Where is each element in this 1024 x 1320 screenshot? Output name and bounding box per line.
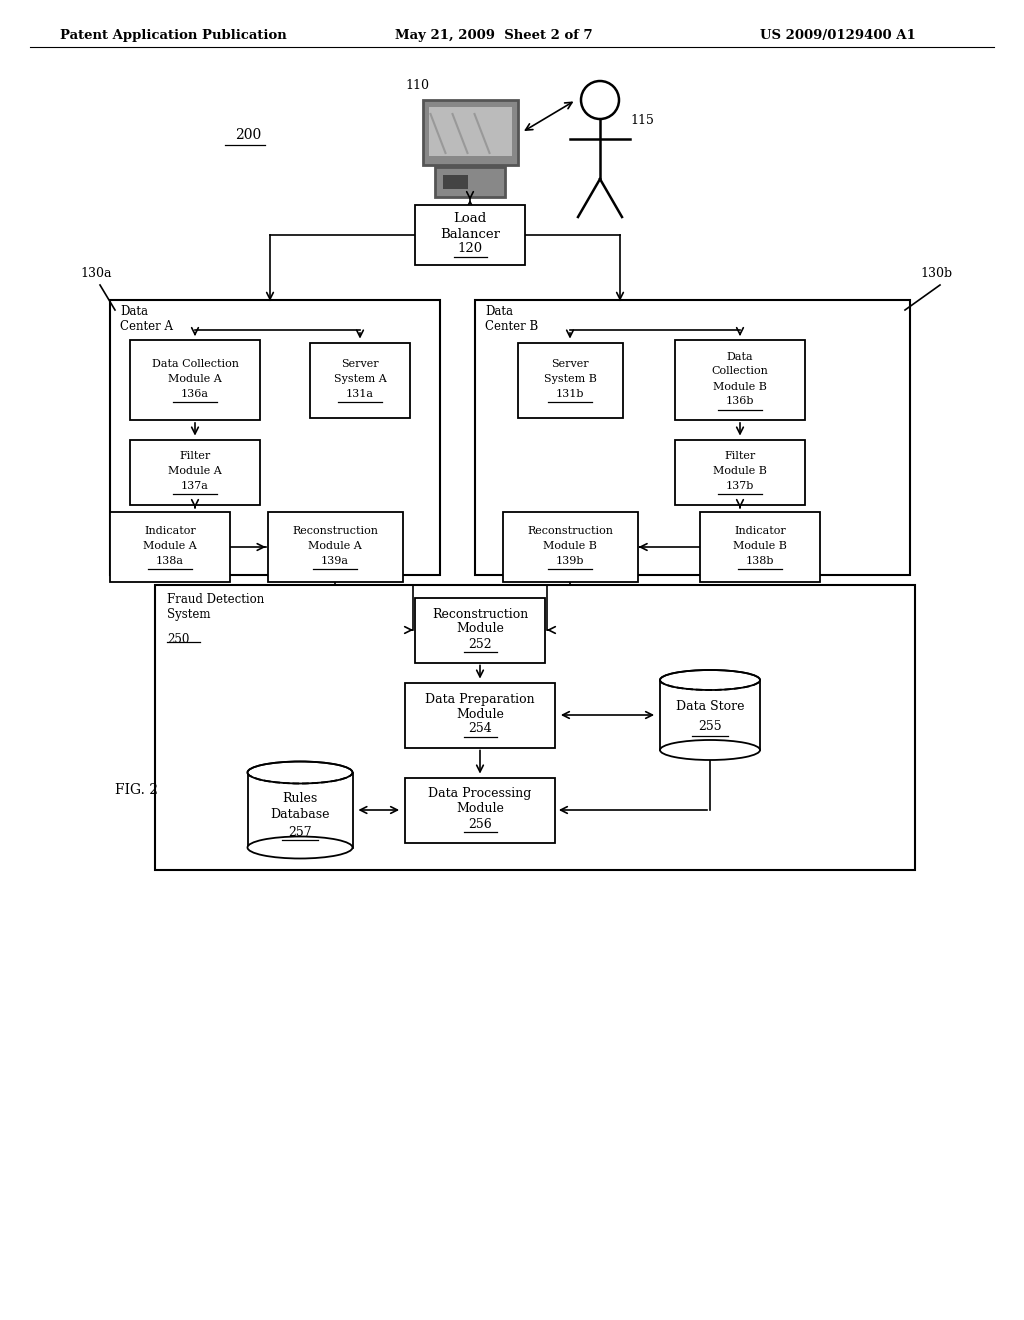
Text: Indicator: Indicator (734, 525, 785, 536)
Text: 138b: 138b (745, 556, 774, 566)
Text: Module A: Module A (168, 466, 222, 477)
Text: Module A: Module A (168, 374, 222, 384)
FancyBboxPatch shape (406, 682, 555, 747)
Text: 136a: 136a (181, 389, 209, 399)
Text: Data Collection: Data Collection (152, 359, 239, 370)
Text: Database: Database (270, 808, 330, 821)
Ellipse shape (660, 671, 760, 690)
Text: Server: Server (341, 359, 379, 370)
Text: 137b: 137b (726, 480, 755, 491)
Text: Fraud Detection
System: Fraud Detection System (167, 593, 264, 620)
Text: 254: 254 (468, 722, 492, 735)
Text: Module B: Module B (713, 466, 767, 477)
Text: 200: 200 (234, 128, 261, 143)
Text: Load: Load (454, 213, 486, 226)
Text: Module: Module (456, 623, 504, 635)
Text: Reconstruction: Reconstruction (432, 607, 528, 620)
FancyBboxPatch shape (675, 341, 805, 420)
Text: Module B: Module B (713, 381, 767, 392)
FancyBboxPatch shape (517, 342, 623, 417)
FancyBboxPatch shape (130, 440, 260, 504)
Text: Module A: Module A (308, 541, 361, 550)
FancyBboxPatch shape (248, 772, 352, 847)
FancyBboxPatch shape (503, 512, 638, 582)
Text: 131b: 131b (556, 389, 585, 399)
FancyBboxPatch shape (443, 176, 468, 189)
FancyBboxPatch shape (406, 777, 555, 842)
Text: 139b: 139b (556, 556, 585, 566)
Text: 255: 255 (698, 721, 722, 734)
FancyBboxPatch shape (660, 680, 760, 750)
Text: Data Processing: Data Processing (428, 788, 531, 800)
Text: 138a: 138a (156, 556, 184, 566)
Text: Module: Module (456, 708, 504, 721)
Text: Data Preparation: Data Preparation (425, 693, 535, 705)
Text: Data Store: Data Store (676, 701, 744, 714)
Text: 120: 120 (458, 243, 482, 256)
Ellipse shape (248, 762, 352, 784)
FancyBboxPatch shape (428, 107, 512, 156)
Text: US 2009/0129400 A1: US 2009/0129400 A1 (760, 29, 915, 41)
Text: Server: Server (551, 359, 589, 370)
Text: 115: 115 (630, 114, 654, 127)
Text: Module: Module (456, 803, 504, 816)
Text: Rules: Rules (283, 792, 317, 804)
Text: 130a: 130a (80, 267, 112, 280)
Text: 130b: 130b (920, 267, 952, 280)
FancyBboxPatch shape (310, 342, 410, 417)
Text: System A: System A (334, 374, 386, 384)
Text: Reconstruction: Reconstruction (527, 525, 613, 536)
Text: Collection: Collection (712, 367, 768, 376)
Text: Balancer: Balancer (440, 227, 500, 240)
Text: 131a: 131a (346, 389, 374, 399)
Text: FIG. 2: FIG. 2 (115, 783, 158, 797)
Text: Data
Center B: Data Center B (485, 305, 539, 333)
Ellipse shape (660, 741, 760, 760)
FancyBboxPatch shape (675, 440, 805, 504)
Text: System B: System B (544, 374, 596, 384)
Text: Filter: Filter (179, 451, 211, 461)
Ellipse shape (248, 762, 352, 784)
Text: 256: 256 (468, 817, 492, 830)
FancyBboxPatch shape (435, 168, 505, 197)
Text: 257: 257 (288, 825, 312, 838)
Text: Filter: Filter (724, 451, 756, 461)
FancyBboxPatch shape (267, 512, 402, 582)
Text: 136b: 136b (726, 396, 755, 407)
FancyBboxPatch shape (110, 512, 230, 582)
Text: 110: 110 (406, 79, 429, 92)
FancyBboxPatch shape (423, 100, 517, 165)
Text: 137a: 137a (181, 480, 209, 491)
Text: 250: 250 (167, 634, 189, 645)
FancyBboxPatch shape (415, 205, 525, 265)
Ellipse shape (248, 837, 352, 858)
Text: Module A: Module A (143, 541, 197, 550)
Text: May 21, 2009  Sheet 2 of 7: May 21, 2009 Sheet 2 of 7 (395, 29, 593, 41)
Text: 252: 252 (468, 638, 492, 651)
Text: Data
Center A: Data Center A (120, 305, 173, 333)
Text: 139a: 139a (321, 556, 349, 566)
FancyBboxPatch shape (700, 512, 820, 582)
Text: Reconstruction: Reconstruction (292, 525, 378, 536)
Text: Module B: Module B (733, 541, 786, 550)
FancyBboxPatch shape (415, 598, 545, 663)
Text: Patent Application Publication: Patent Application Publication (60, 29, 287, 41)
Ellipse shape (660, 671, 760, 690)
Text: Module B: Module B (543, 541, 597, 550)
Text: Data: Data (727, 351, 754, 362)
FancyBboxPatch shape (130, 341, 260, 420)
Text: Indicator: Indicator (144, 525, 196, 536)
